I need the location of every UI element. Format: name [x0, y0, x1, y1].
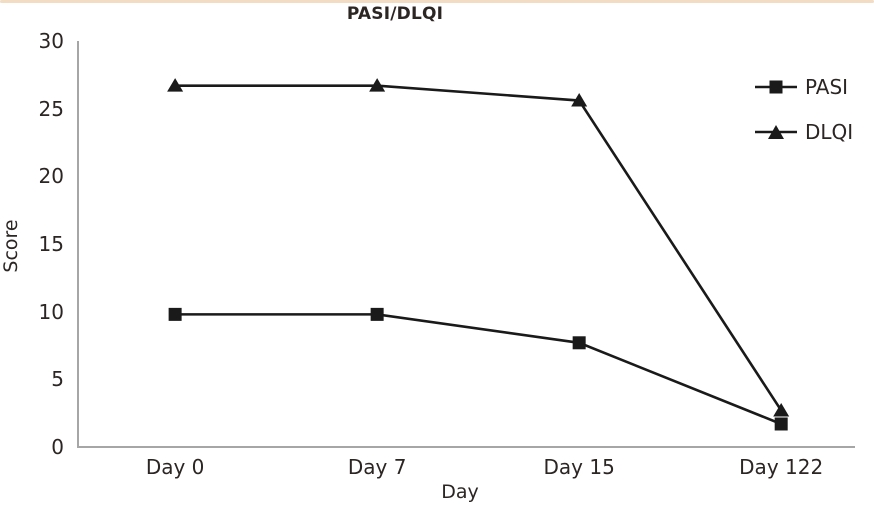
legend-label-pasi: PASI — [805, 75, 849, 99]
pasi-data-marker — [168, 307, 182, 321]
legend-item-dlqi: DLQI — [755, 120, 853, 144]
pasi-data-marker — [774, 417, 788, 431]
y-tick-label-25: 25 — [38, 96, 64, 121]
legend-item-pasi: PASI — [755, 75, 853, 99]
dlqi-series-line — [175, 84, 783, 412]
pasi-data-marker — [370, 307, 384, 321]
pasi-data-marker — [572, 336, 586, 350]
dlqi-triangle-marker-icon — [755, 125, 797, 139]
pasi-square-marker-icon — [755, 80, 797, 94]
dlqi-data-marker — [571, 93, 588, 107]
x-category-label: Day 122 — [739, 455, 824, 479]
x-category-label: Day 15 — [543, 455, 615, 479]
legend-label-dlqi: DLQI — [805, 120, 854, 144]
legend: PASI DLQI — [755, 75, 853, 144]
y-tick-label-10: 10 — [38, 299, 64, 324]
dlqi-data-marker — [167, 78, 184, 92]
y-tick-label-0: 0 — [51, 435, 64, 459]
x-category-label: Day 7 — [347, 455, 407, 479]
y-tick-label-5: 5 — [51, 367, 64, 392]
y-tick-label-20: 20 — [38, 164, 64, 189]
dlqi-data-marker — [369, 78, 386, 92]
chart-title: PASI/DLQI — [346, 4, 444, 24]
x-category-label: Day 0 — [145, 455, 205, 479]
x-axis-title: Day — [441, 481, 479, 503]
y-tick-label-15: 15 — [38, 232, 64, 256]
pasi-series-line — [175, 313, 782, 426]
y-tick-label-30: 30 — [38, 29, 64, 53]
top-accent-border — [0, 0, 874, 3]
dlqi-data-marker — [773, 402, 790, 417]
